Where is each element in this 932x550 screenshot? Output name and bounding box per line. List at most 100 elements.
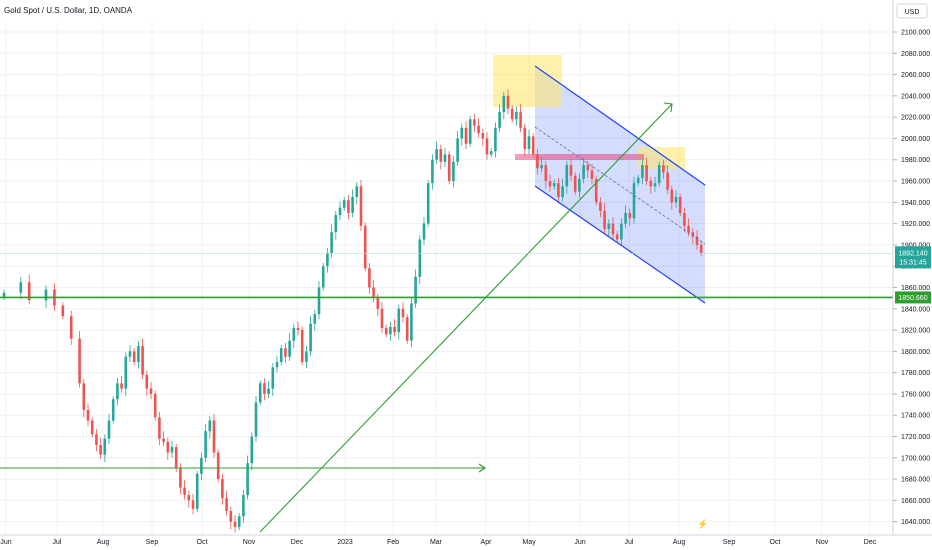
lightning-icon[interactable]: ⚡ bbox=[697, 518, 708, 530]
candle-body bbox=[305, 351, 308, 362]
candle-body bbox=[552, 183, 556, 187]
x-tick-label: Apr bbox=[481, 539, 493, 546]
candle-body bbox=[116, 383, 119, 400]
candle-body bbox=[557, 183, 560, 197]
candle-body bbox=[170, 447, 174, 453]
candle-body bbox=[527, 136, 531, 150]
candle-body bbox=[515, 111, 518, 120]
x-tick-label: Sep bbox=[723, 539, 736, 546]
candle-body bbox=[695, 236, 699, 245]
y-tick-label: 1960.000 bbox=[901, 179, 930, 186]
candle-body bbox=[464, 127, 468, 144]
candle-body bbox=[250, 436, 254, 464]
candle-body bbox=[2, 292, 6, 298]
candle-body bbox=[607, 223, 611, 229]
candle-body bbox=[485, 138, 489, 155]
candle-body bbox=[435, 149, 438, 160]
candle-body bbox=[405, 317, 409, 341]
price-axis[interactable]: 2100.000 2080.000 2060.000 2040.000 2020.000… bbox=[892, 0, 932, 550]
candle-body bbox=[477, 125, 480, 134]
candle-body bbox=[355, 186, 359, 197]
x-tick-label: Jul bbox=[53, 539, 62, 546]
candle-body bbox=[578, 178, 581, 192]
y-tick-label: 1860.000 bbox=[901, 285, 930, 292]
candle-body bbox=[468, 119, 472, 144]
candle-body bbox=[90, 420, 94, 435]
candle-body bbox=[544, 165, 548, 182]
candle-body bbox=[275, 361, 279, 368]
x-tick-label: Oct bbox=[770, 539, 781, 546]
currency-button[interactable] bbox=[896, 3, 928, 19]
candle-body bbox=[666, 172, 669, 190]
candle-body bbox=[342, 200, 346, 208]
candle-body bbox=[296, 327, 300, 331]
candle-body bbox=[271, 367, 275, 389]
candle-body bbox=[632, 183, 636, 219]
candle-body bbox=[347, 200, 350, 213]
candle-body bbox=[237, 516, 241, 527]
time-axis[interactable]: Jun Jul Aug Sep Oct Nov Dec 2023 Feb Mar Apr May Jun… bbox=[0, 534, 932, 550]
y-tick-label: 2040.000 bbox=[901, 93, 930, 100]
candle-body bbox=[489, 151, 493, 155]
y-tick-label: 2080.000 bbox=[901, 51, 930, 58]
candle-body bbox=[447, 154, 451, 182]
candle-body bbox=[44, 289, 48, 301]
x-tick-label: 2023 bbox=[337, 539, 353, 546]
candle-body bbox=[78, 338, 81, 384]
candle-body bbox=[443, 154, 447, 162]
candle-body bbox=[611, 223, 615, 235]
candle-body bbox=[120, 383, 123, 389]
candle-body bbox=[368, 268, 371, 288]
candle-body bbox=[99, 445, 102, 455]
currency-label: USD bbox=[905, 9, 920, 16]
trend-arrow-line bbox=[259, 103, 673, 533]
candle-body bbox=[691, 232, 695, 237]
candle-body bbox=[27, 282, 31, 301]
channel-lower-line bbox=[534, 185, 706, 304]
annotations-foreground bbox=[0, 65, 893, 533]
candle-body bbox=[649, 181, 653, 187]
candle-body bbox=[380, 308, 384, 328]
x-tick-label: Nov bbox=[243, 539, 256, 546]
candle-body bbox=[300, 330, 304, 362]
candle-body bbox=[279, 348, 283, 362]
x-tick-label: May bbox=[522, 539, 536, 546]
x-tick-label: Dec bbox=[291, 539, 304, 546]
candle-body bbox=[389, 326, 392, 335]
candle-body bbox=[95, 434, 98, 446]
y-tick-label: 1900.000 bbox=[901, 242, 930, 249]
candle-body bbox=[540, 165, 543, 169]
candle-body bbox=[536, 154, 539, 169]
y-tick-label: 1720.000 bbox=[901, 434, 930, 441]
countdown-label: 15:31:45 bbox=[899, 259, 926, 266]
candle-body bbox=[628, 212, 632, 219]
y-tick-label: 1740.000 bbox=[901, 413, 930, 420]
x-tick-label: Aug bbox=[97, 539, 110, 546]
candle-body bbox=[174, 447, 178, 469]
y-tick-label: 1660.000 bbox=[901, 498, 930, 505]
candle-body bbox=[124, 356, 128, 389]
horizontal-arrow-head bbox=[478, 463, 486, 473]
candle-body bbox=[233, 521, 237, 527]
x-tick-label: Nov bbox=[816, 539, 829, 546]
candle-body bbox=[594, 178, 598, 203]
candle-body bbox=[603, 210, 606, 229]
candle-body bbox=[473, 119, 476, 126]
last-price-tag[interactable] bbox=[895, 246, 931, 269]
candle-body bbox=[242, 495, 245, 517]
candle-body bbox=[326, 253, 329, 267]
support-price-label: 1850.660 bbox=[898, 295, 927, 302]
candle-body bbox=[317, 287, 321, 315]
candle-body bbox=[670, 189, 674, 203]
candle-body bbox=[678, 196, 682, 213]
candle-body bbox=[19, 282, 23, 293]
channel-midline bbox=[534, 126, 706, 245]
y-tick-label: 1680.000 bbox=[901, 477, 930, 484]
channel-upper-line bbox=[534, 65, 706, 186]
candle-body bbox=[548, 181, 552, 187]
candle-body bbox=[212, 420, 216, 453]
support-price-tag[interactable] bbox=[895, 291, 931, 304]
candle-body bbox=[292, 327, 296, 341]
